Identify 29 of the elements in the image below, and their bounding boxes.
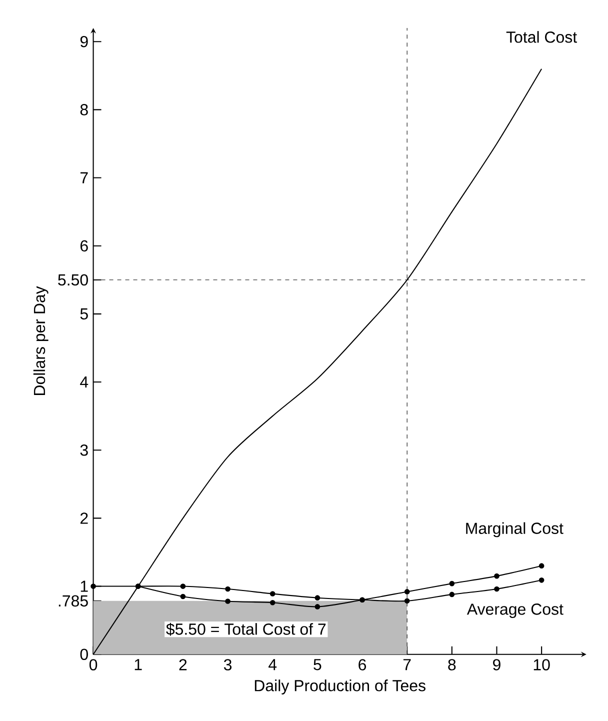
y-tick-label: 6	[80, 240, 88, 252]
x-tick-label: 8	[448, 659, 456, 670]
y-tick-label: 2	[80, 512, 88, 524]
x-tick-label: 5	[314, 659, 322, 670]
y-tick-label: 9	[80, 36, 88, 48]
y-tick-label: 3	[80, 444, 88, 456]
x-tick-label: 6	[358, 659, 366, 670]
x-axis-title: Daily Production of Tees	[255, 680, 426, 694]
y-tick-label: 0	[80, 648, 88, 660]
x-tick-label: 3	[224, 659, 232, 670]
text: Marginal Cost	[466, 522, 564, 538]
y-tick-label: .785	[59, 595, 88, 607]
x-tick-label: 1	[135, 659, 142, 670]
y-tick-label: 1	[81, 580, 88, 592]
y-tick-label: 8	[80, 104, 88, 116]
series-label: Average Cost	[467, 604, 564, 618]
x-tick-label: 9	[493, 659, 501, 670]
x-tick-label: 10	[534, 659, 550, 670]
y-axis-title: Dollars per Day	[34, 286, 48, 395]
x-tick-label: 0	[90, 659, 98, 670]
y-tick-label: 7	[80, 172, 88, 184]
x-tick-label: 7	[404, 659, 411, 670]
y-tick-label: 5.50	[58, 274, 88, 286]
series-label: Total Cost	[506, 31, 578, 43]
y-tick-label: 4	[80, 376, 88, 388]
x-tick-label: 4	[268, 659, 277, 670]
annotation: $5.50 = Total Cost of 7	[166, 622, 326, 636]
y-tick-label: 5	[80, 308, 88, 320]
x-tick-label: 2	[179, 659, 187, 670]
